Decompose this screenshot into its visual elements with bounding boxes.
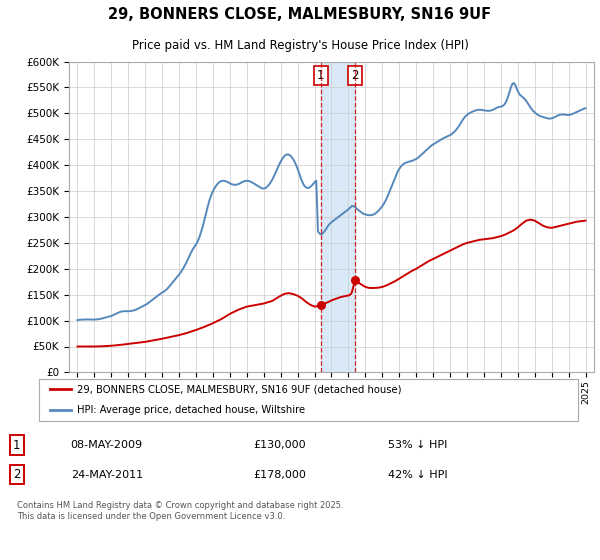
Text: £178,000: £178,000 bbox=[253, 470, 306, 479]
Text: 24-MAY-2011: 24-MAY-2011 bbox=[71, 470, 143, 479]
Text: 29, BONNERS CLOSE, MALMESBURY, SN16 9UF: 29, BONNERS CLOSE, MALMESBURY, SN16 9UF bbox=[109, 7, 491, 22]
Text: Price paid vs. HM Land Registry's House Price Index (HPI): Price paid vs. HM Land Registry's House … bbox=[131, 39, 469, 53]
Text: 1: 1 bbox=[13, 438, 20, 452]
Text: Contains HM Land Registry data © Crown copyright and database right 2025.
This d: Contains HM Land Registry data © Crown c… bbox=[17, 501, 343, 521]
Text: 42% ↓ HPI: 42% ↓ HPI bbox=[388, 470, 448, 479]
Bar bbox=[321, 62, 355, 372]
FancyBboxPatch shape bbox=[39, 379, 578, 421]
Text: 1: 1 bbox=[317, 69, 325, 82]
Text: 2: 2 bbox=[13, 468, 20, 481]
Text: HPI: Average price, detached house, Wiltshire: HPI: Average price, detached house, Wilt… bbox=[77, 405, 305, 416]
Text: £130,000: £130,000 bbox=[253, 440, 305, 450]
Text: 53% ↓ HPI: 53% ↓ HPI bbox=[388, 440, 448, 450]
Text: 2: 2 bbox=[351, 69, 359, 82]
Text: 29, BONNERS CLOSE, MALMESBURY, SN16 9UF (detached house): 29, BONNERS CLOSE, MALMESBURY, SN16 9UF … bbox=[77, 384, 401, 394]
Text: 08-MAY-2009: 08-MAY-2009 bbox=[71, 440, 143, 450]
